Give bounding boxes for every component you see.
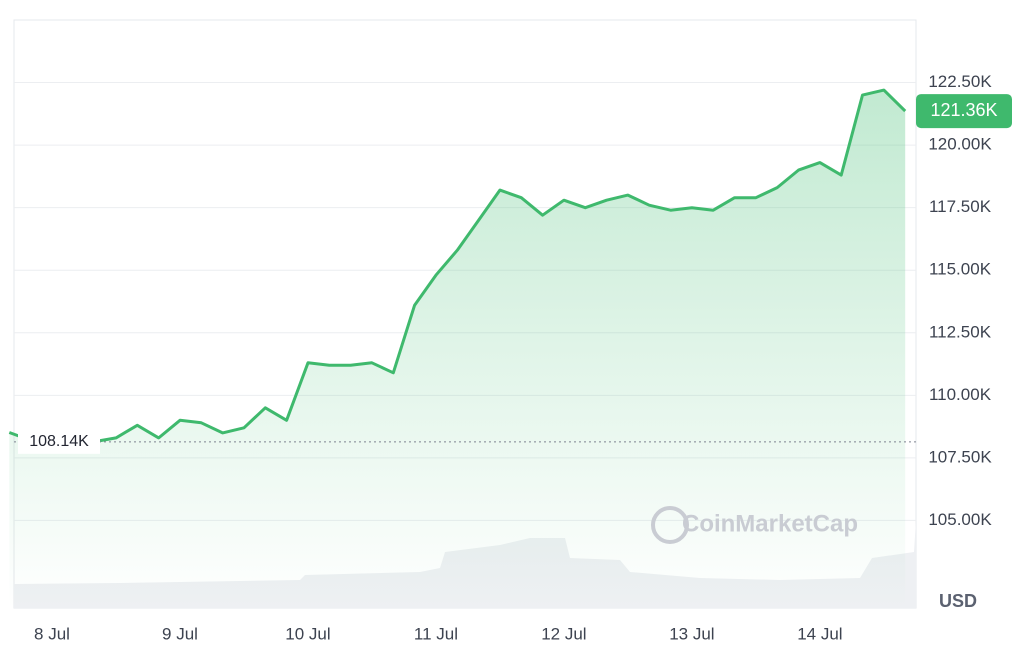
- last-price-badge: [916, 94, 1012, 129]
- x-tick-label: 12 Jul: [541, 624, 586, 643]
- price-area: [9, 90, 906, 609]
- price-line: [8, 88, 907, 445]
- watermark: CoinMarketCap: [682, 510, 858, 537]
- last-price-label: 121.36K: [930, 100, 997, 120]
- y-tick-label: 115.00K: [929, 260, 992, 279]
- watermark-logo: [651, 506, 689, 544]
- x-tick-label: 8 Jul: [34, 624, 70, 643]
- x-tick-label: 13 Jul: [669, 624, 714, 643]
- x-tick-label: 14 Jul: [797, 624, 842, 643]
- x-tick-label: 9 Jul: [162, 624, 198, 643]
- x-tick-label: 10 Jul: [285, 624, 330, 643]
- currency-label: USD: [939, 591, 977, 611]
- y-tick-label: 110.00K: [929, 385, 992, 404]
- y-tick-label: 112.50K: [929, 322, 992, 341]
- y-tick-label: 120.00K: [928, 135, 992, 154]
- reference-label-bg: [18, 429, 100, 454]
- reference-label: 108.14K: [29, 433, 89, 450]
- y-tick-label: 122.50K: [928, 72, 992, 91]
- x-tick-label: 11 Jul: [414, 624, 458, 643]
- y-tick-label: 117.50K: [929, 197, 992, 216]
- y-tick-label: 107.50K: [928, 447, 992, 466]
- y-tick-label: 105.00K: [928, 510, 992, 529]
